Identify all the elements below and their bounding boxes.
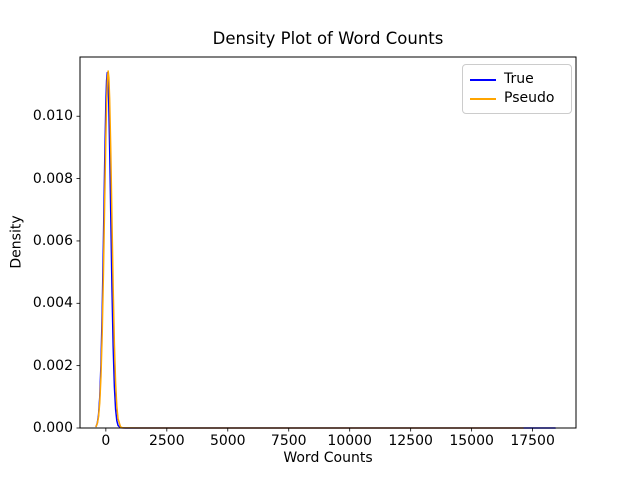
x-axis-label: Word Counts <box>283 450 373 466</box>
y-tick-label: 0.010 <box>32 108 73 125</box>
x-tick-label: 15000 <box>449 433 494 449</box>
x-tick-label: 0 <box>101 433 111 449</box>
axes-spines <box>79 56 577 429</box>
y-tick-label: 0.004 <box>32 295 73 312</box>
legend-swatch-true <box>470 78 496 81</box>
legend-swatch-pseudo <box>470 97 496 100</box>
y-tick-label: 0.006 <box>32 232 73 249</box>
x-tick-label: 12500 <box>388 433 433 449</box>
x-tick-label: 7500 <box>270 433 307 449</box>
density-curve-true <box>95 71 557 429</box>
density-curve-pseudo <box>95 70 524 429</box>
legend-item-true: True <box>470 70 563 89</box>
legend-item-pseudo: Pseudo <box>470 89 563 108</box>
chart-title: Density Plot of Word Counts <box>212 29 444 48</box>
y-tick-label: 0.000 <box>32 420 73 436</box>
legend-label-true: True <box>504 71 534 87</box>
x-tick-label: 10000 <box>327 433 372 449</box>
y-axis-label: Density <box>8 215 25 269</box>
legend-label-pseudo: Pseudo <box>504 90 555 106</box>
x-tick-label: 2500 <box>148 433 185 449</box>
legend: True Pseudo <box>462 64 572 114</box>
y-tick-label: 0.008 <box>32 170 73 187</box>
x-tick-label: 17500 <box>510 433 555 449</box>
x-tick-label: 5000 <box>209 433 246 449</box>
y-tick-label: 0.002 <box>32 357 73 374</box>
